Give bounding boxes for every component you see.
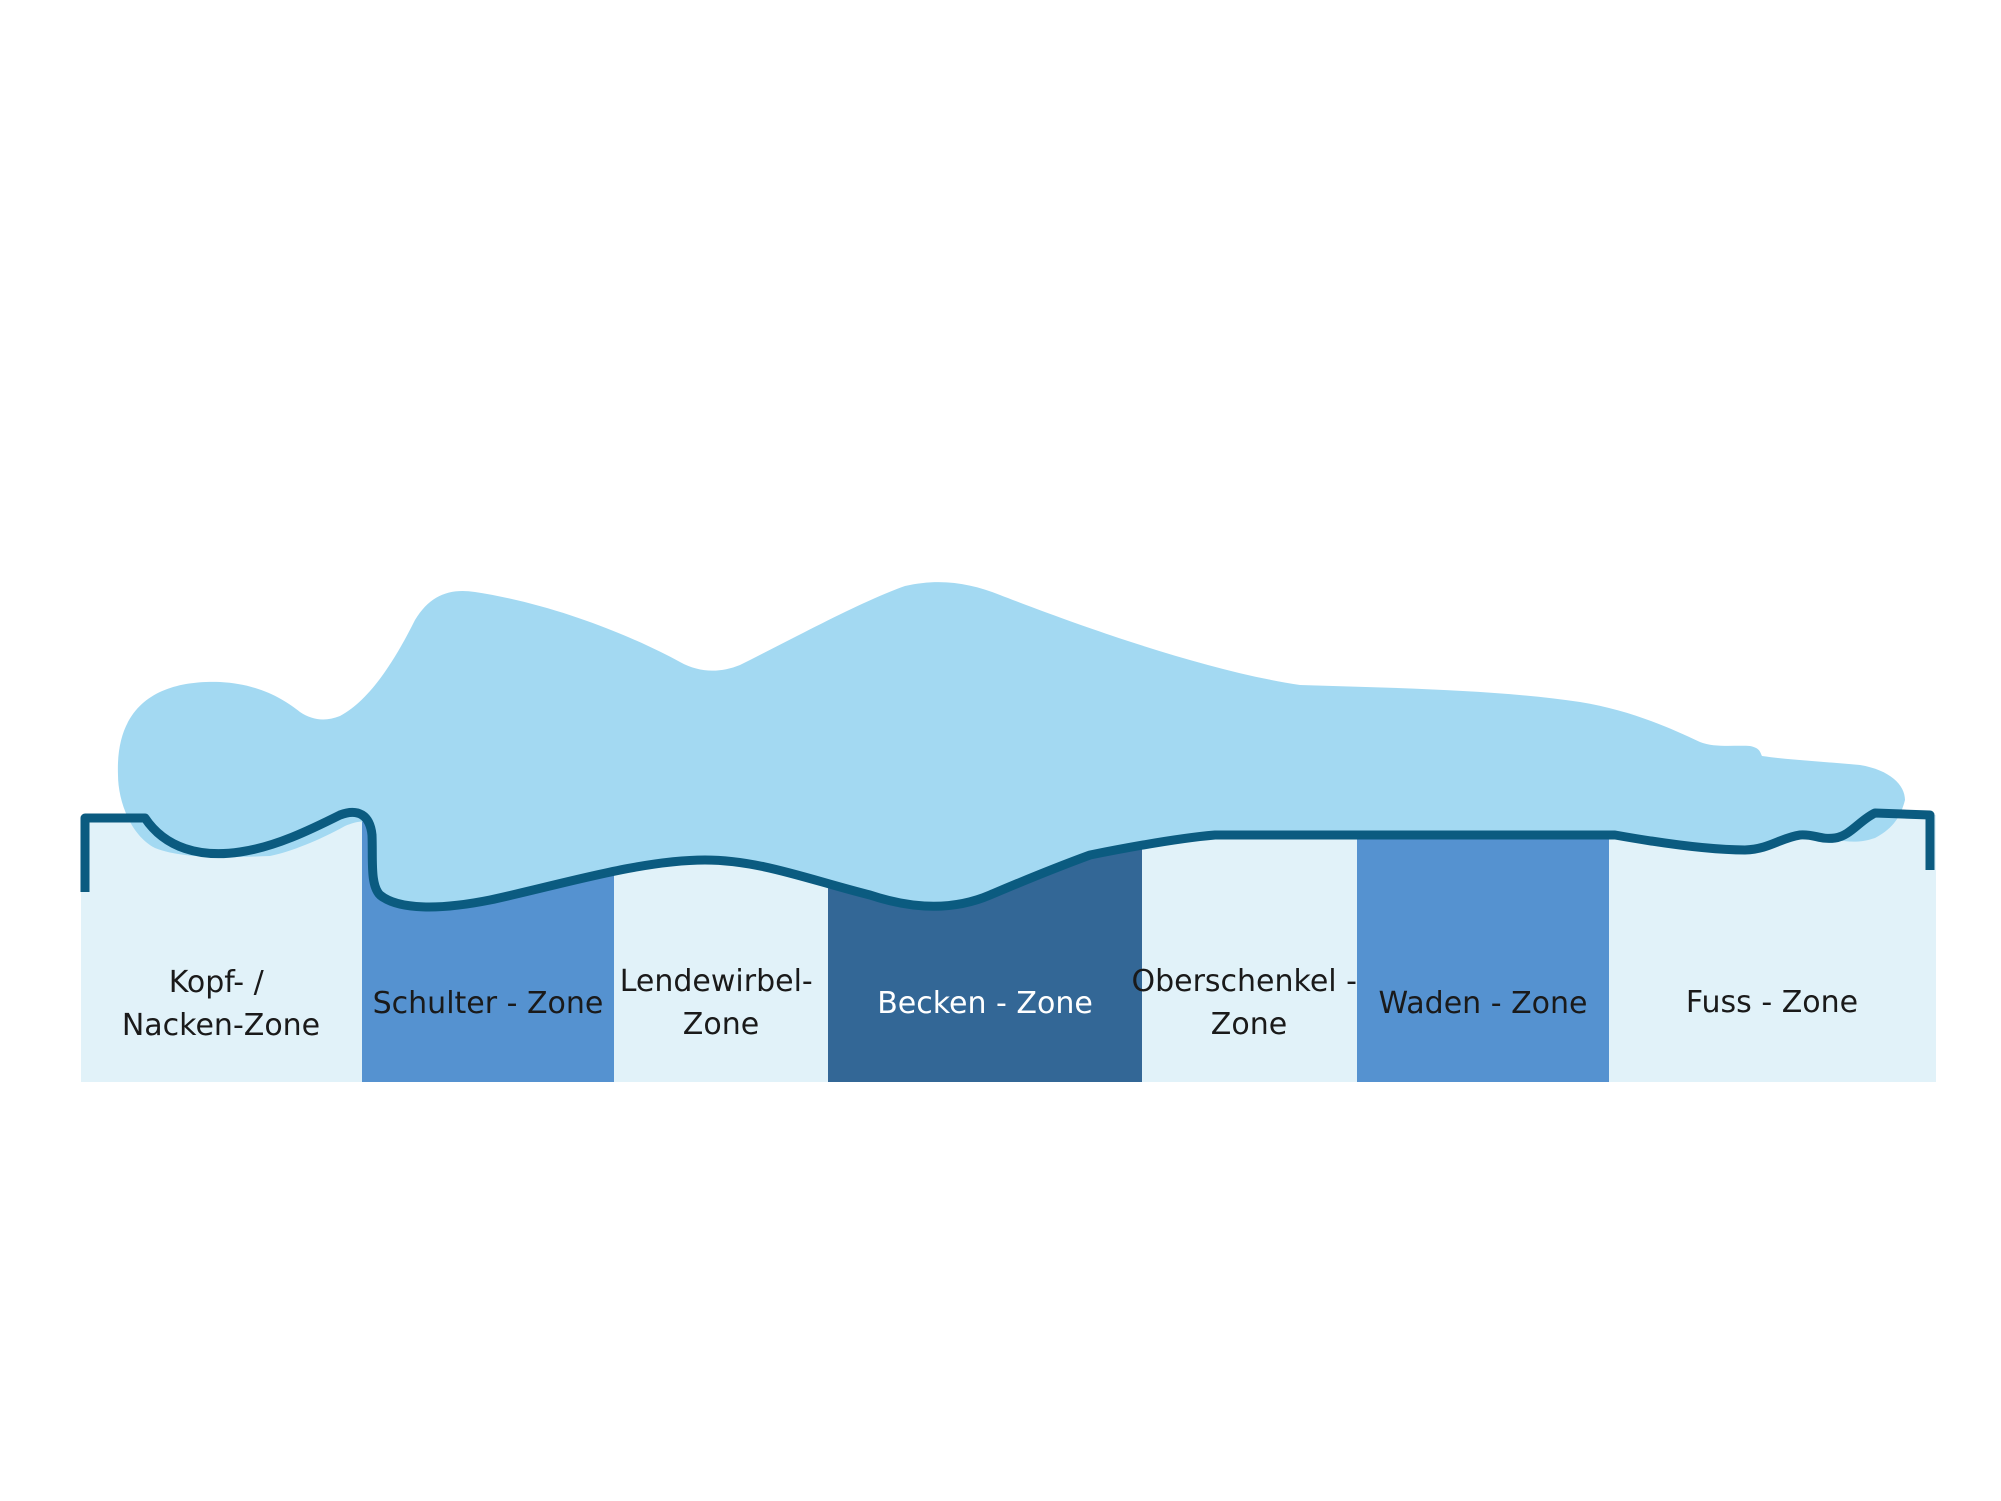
mattress-surface-outline [80, 807, 1935, 912]
zone-label-kopf-nacken: Kopf- / Nacken-Zone [122, 965, 320, 1043]
zone-label-line: Nacken-Zone [122, 1008, 320, 1043]
zone-label-line: Lendewirbel- [620, 964, 813, 999]
zone-label-line: Schulter - Zone [373, 986, 604, 1021]
zone-block-kopf-nacken [81, 814, 362, 1082]
zone-labels: Kopf- / Nacken-Zone Schulter - Zone Lend… [122, 964, 1858, 1043]
zone-label-line: Oberschenkel - [1131, 964, 1357, 999]
zone-label-waden: Waden - Zone [1379, 986, 1588, 1021]
zone-label-schulter: Schulter - Zone [373, 986, 604, 1021]
zone-label-line: Kopf- / [169, 965, 265, 1000]
zone-label-line: Zone [683, 1007, 759, 1042]
zone-block-oberschenkel [1142, 814, 1357, 1082]
zone-block-fuss [1609, 814, 1936, 1082]
zone-block-waden [1357, 814, 1609, 1082]
zone-label-line: Becken - Zone [877, 986, 1093, 1021]
zone-label-oberschenkel: Oberschenkel - Zone [1131, 964, 1366, 1042]
zone-label-line: Fuss - Zone [1686, 985, 1858, 1020]
body-silhouette [117, 582, 1905, 907]
zone-label-line: Zone [1211, 1007, 1287, 1042]
zone-label-becken: Becken - Zone [877, 986, 1093, 1021]
zone-label-lendenwirbel: Lendewirbel- Zone [620, 964, 823, 1042]
zone-label-line: Waden - Zone [1379, 986, 1588, 1021]
zone-label-fuss: Fuss - Zone [1686, 985, 1858, 1020]
